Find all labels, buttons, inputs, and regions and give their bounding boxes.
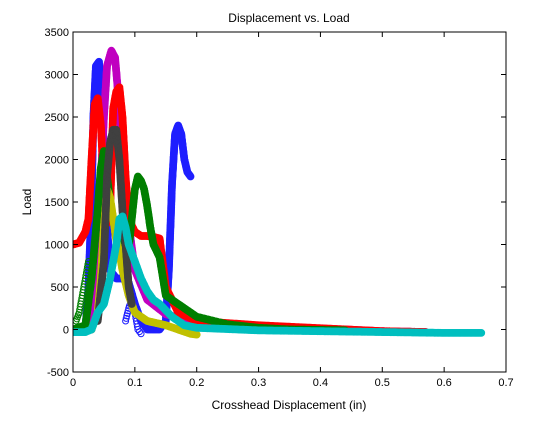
x-tick-label: 0.7 bbox=[498, 377, 513, 389]
data-point bbox=[186, 172, 195, 181]
x-tick-label: 0.3 bbox=[251, 377, 266, 389]
x-tick-label: 0.2 bbox=[189, 377, 204, 389]
y-tick-label: 500 bbox=[51, 282, 69, 294]
y-axis-label: Load bbox=[20, 189, 34, 216]
axes: 0 0.1 0.2 0.3 0.4 0.5 0.6 0.7-50005001000150020… bbox=[45, 27, 514, 389]
data-point bbox=[127, 300, 136, 308]
data-point bbox=[84, 260, 92, 268]
x-tick-label: 0.1 bbox=[127, 377, 142, 389]
data-point bbox=[84, 258, 92, 265]
data-point bbox=[192, 330, 201, 339]
y-tick-label: 1000 bbox=[45, 240, 69, 252]
y-tick-label: -500 bbox=[47, 367, 69, 379]
y-tick-label: 0 bbox=[63, 325, 69, 337]
y-tick-label: 2000 bbox=[45, 155, 69, 167]
x-axis-label: Crosshead Displacement (in) bbox=[212, 398, 367, 412]
data-point bbox=[137, 330, 145, 338]
x-tick-label: 0.5 bbox=[375, 377, 390, 389]
y-tick-label: 3500 bbox=[45, 27, 69, 39]
x-tick-label: 0.6 bbox=[436, 377, 451, 389]
y-tick-label: 3000 bbox=[45, 70, 69, 82]
y-tick-label: 2500 bbox=[45, 112, 69, 124]
plot-area bbox=[73, 46, 486, 339]
data-point bbox=[122, 317, 130, 325]
data-point bbox=[136, 328, 143, 336]
x-tick-label: 0 bbox=[70, 377, 76, 389]
series-9 bbox=[73, 212, 486, 337]
chart-title: Displacement vs. Load bbox=[228, 11, 349, 25]
y-tick-label: 1500 bbox=[45, 197, 69, 209]
data-point bbox=[477, 329, 486, 337]
x-tick-label: 0.4 bbox=[313, 377, 328, 389]
